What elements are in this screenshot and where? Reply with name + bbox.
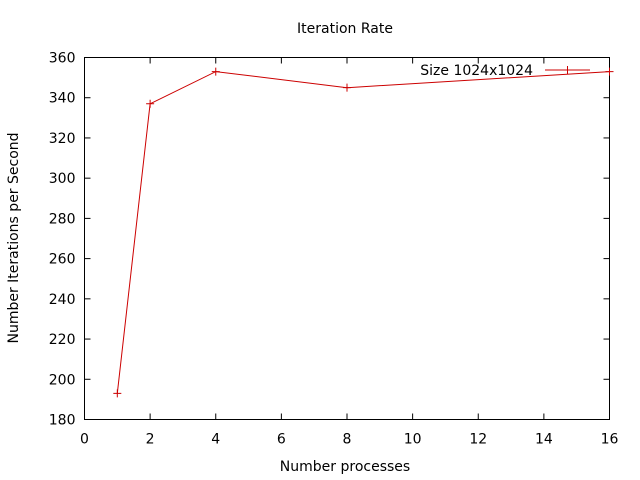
x-tick-label: 2 [146,432,155,448]
x-tick-label: 6 [277,432,286,448]
data-point [605,67,614,76]
y-tick-label: 240 [49,292,76,308]
y-tick-label: 280 [49,211,76,227]
y-tick-label: 340 [49,91,76,107]
x-axis: 0 2 4 6 8 10 12 14 16 [80,57,619,448]
x-axis-label: Number processes [280,459,410,475]
x-tick-label: 4 [211,432,220,448]
y-tick-label: 320 [49,131,76,147]
y-axis: 180 200 220 240 260 280 300 320 340 360 [49,51,610,429]
y-axis-label: Number Iterations per Second [6,132,22,343]
x-tick-label: 8 [343,432,352,448]
plot-frame [84,57,610,420]
data-point [211,67,220,76]
x-tick-label: 0 [80,432,89,448]
x-tick-label: 16 [601,432,619,448]
y-tick-label: 300 [49,171,76,187]
y-tick-label: 260 [49,252,76,268]
x-tick-label: 14 [535,432,553,448]
x-tick-label: 10 [404,432,422,448]
data-point [343,83,351,92]
x-tick-label: 12 [469,432,487,448]
data-point [146,99,155,108]
series-layer [113,67,614,398]
y-tick-label: 200 [49,372,76,388]
y-tick-label: 360 [49,51,76,67]
legend-marker [563,66,572,74]
legend-label: Size 1024x1024 [420,63,533,79]
chart-title: Iteration Rate [297,21,393,37]
y-tick-label: 220 [49,332,76,348]
data-point [113,389,122,398]
series-line [116,71,610,394]
y-tick-label: 180 [49,413,76,429]
legend: Size 1024x1024 [420,63,590,79]
